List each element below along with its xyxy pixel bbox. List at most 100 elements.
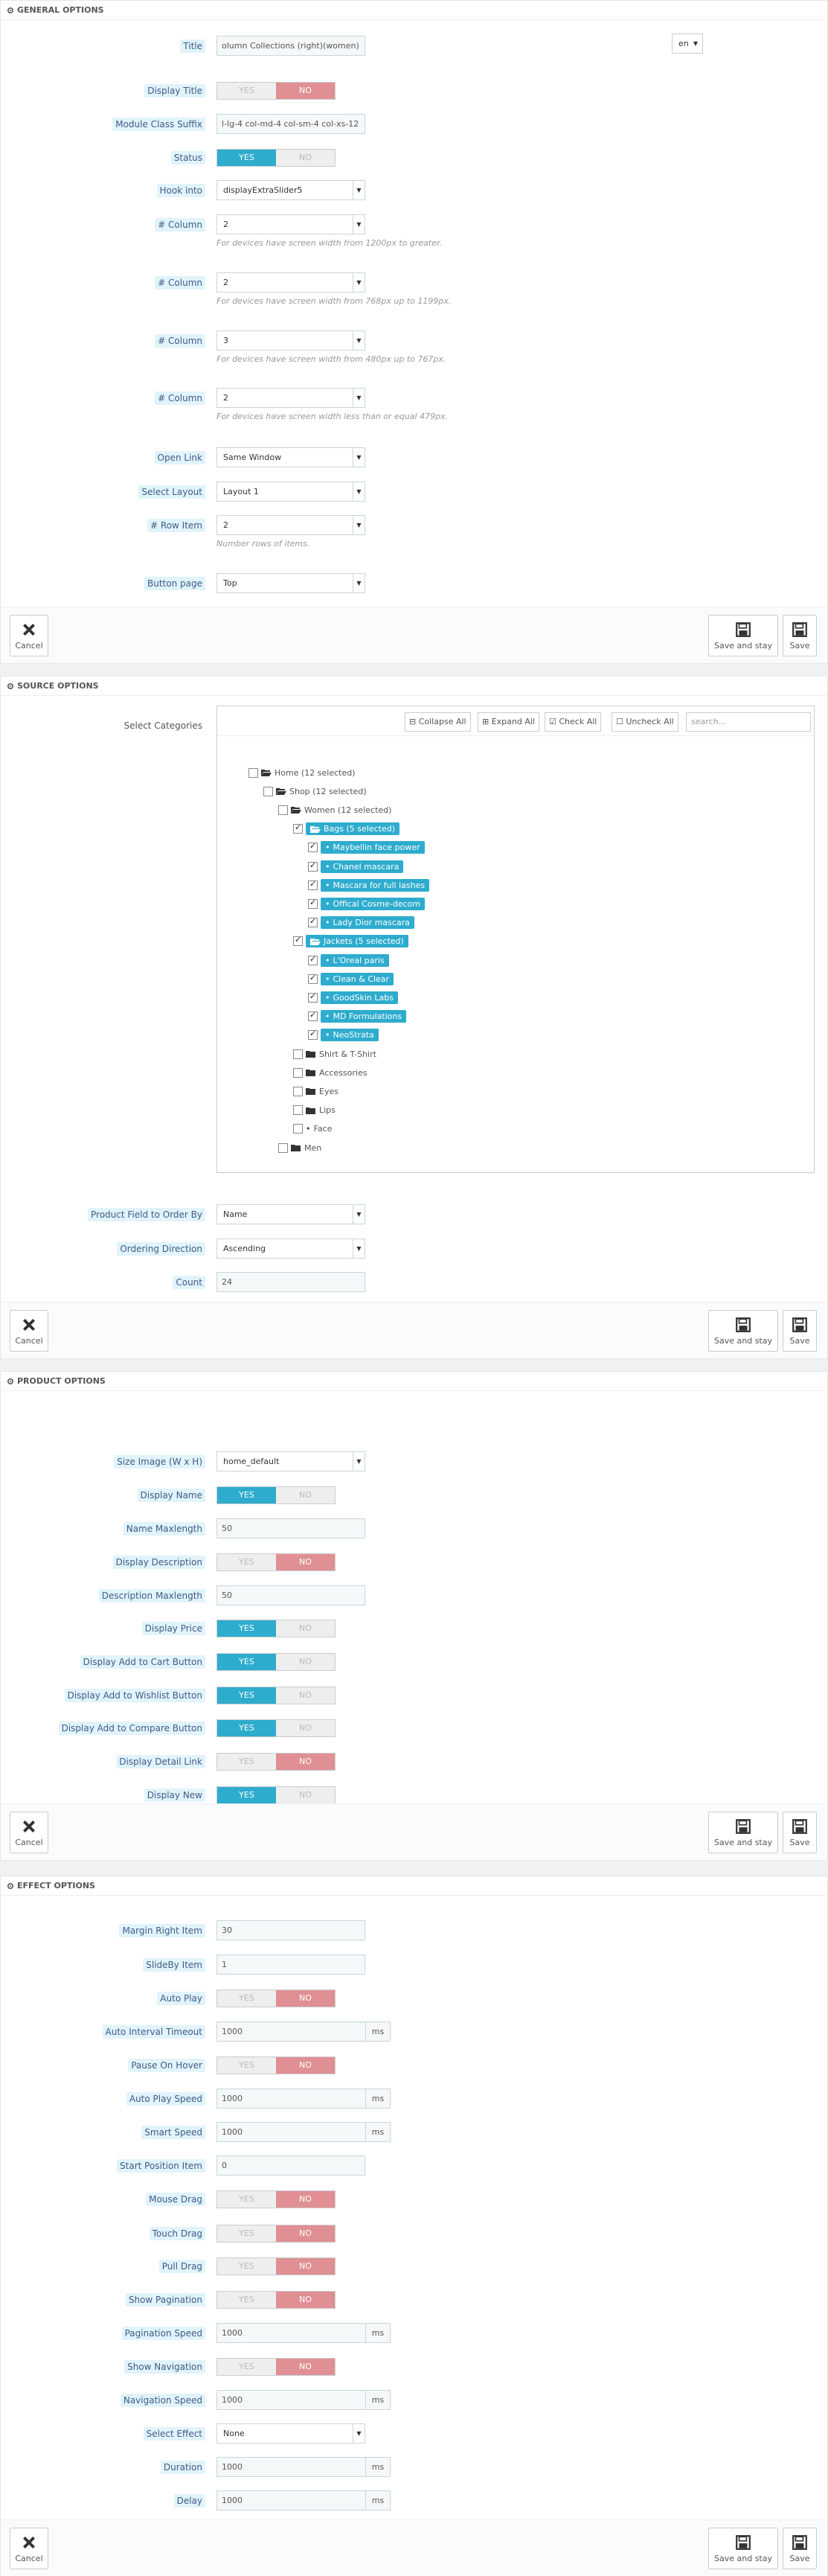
row-item-select[interactable]: 2 ▼ [216, 515, 365, 535]
toggle-no[interactable]: NO [299, 1623, 312, 1633]
tree-checkbox[interactable] [263, 786, 273, 796]
tree-node-l-oreal-paris[interactable]: •L'Oreal paris [308, 953, 389, 968]
tree-checkbox[interactable] [308, 841, 318, 853]
show-pagination-toggle[interactable]: YES NO [216, 2291, 336, 2309]
module-class-suffix-input[interactable]: l-lg-4 col-md-4 col-sm-4 col-xs-12 [216, 114, 365, 134]
toggle-no[interactable]: NO [276, 2057, 335, 2074]
toggle-yes[interactable]: YES [217, 1720, 276, 1736]
auto-play-speed-input[interactable]: 1000 [216, 2088, 365, 2109]
product-field-to-order-by-select[interactable]: Name ▼ [216, 1204, 365, 1224]
status-toggle[interactable]: YES NO [216, 149, 336, 167]
language-select[interactable]: en ▼ [672, 33, 703, 54]
tree-node-face[interactable]: • Face [293, 1122, 332, 1137]
toggle-yes[interactable]: YES [239, 2060, 254, 2070]
check-all-button[interactable]: ☑ Check All [545, 712, 602, 732]
tree-node-lips[interactable]: Lips [293, 1103, 336, 1118]
column-select[interactable]: 2 ▼ [216, 272, 365, 293]
save-button[interactable]: Save [783, 1812, 817, 1853]
cancel-button[interactable]: Cancel [10, 1812, 48, 1853]
save-button[interactable]: Save [783, 1310, 817, 1352]
tree-checkbox[interactable] [308, 973, 318, 984]
toggle-no[interactable]: NO [299, 1657, 312, 1666]
tree-node-bags-5-selected[interactable]: Bags (5 selected) [293, 822, 400, 837]
tree-node-md-formulations[interactable]: •MD Formulations [308, 1009, 407, 1024]
navigation-speed-input[interactable]: 1000 [216, 2390, 365, 2410]
display-new-toggle[interactable]: YES NO [216, 1786, 336, 1804]
pagination-speed-input[interactable]: 1000 [216, 2323, 365, 2343]
save-and-stay-button[interactable]: Save and stay [708, 1310, 778, 1352]
mouse-drag-toggle[interactable]: YES NO [216, 2190, 336, 2208]
toggle-yes[interactable]: YES [217, 1787, 276, 1803]
save-and-stay-button[interactable]: Save and stay [708, 615, 778, 656]
tree-checkbox[interactable] [308, 1029, 318, 1041]
duration-input[interactable]: 1000 [216, 2457, 365, 2477]
toggle-yes[interactable]: YES [239, 1557, 254, 1567]
tree-node-home-12-selected[interactable]: Home (12 selected) [248, 765, 356, 780]
toggle-no[interactable]: NO [276, 1754, 335, 1770]
auto-interval-timeout-input[interactable]: 1000 [216, 2022, 365, 2042]
tree-node-accessories[interactable]: Accessories [293, 1065, 367, 1080]
display-description-toggle[interactable]: YES NO [216, 1553, 336, 1571]
toggle-no[interactable]: NO [276, 83, 335, 99]
tree-node-jackets-5-selected[interactable]: Jackets (5 selected) [293, 934, 408, 949]
auto-play-toggle[interactable]: YES NO [216, 1989, 336, 2007]
tree-node-offical-cosme-decom[interactable]: •Offical Cosme-decom [308, 896, 425, 911]
tree-node-shirt-t-shirt[interactable]: Shirt & T-Shirt [293, 1046, 376, 1061]
toggle-no[interactable]: NO [276, 2258, 335, 2275]
display-title-toggle[interactable]: YES NO [216, 82, 336, 100]
tree-checkbox[interactable] [293, 1067, 303, 1078]
column-select[interactable]: 3 ▼ [216, 330, 365, 351]
toggle-no[interactable]: NO [276, 1990, 335, 2007]
toggle-yes[interactable]: YES [217, 1487, 276, 1503]
name-maxlength-input[interactable]: 50 [216, 1518, 365, 1538]
tree-node-clean-clear[interactable]: •Clean & Clear [308, 971, 394, 986]
count-input[interactable]: 24 [216, 1272, 365, 1292]
display-add-to-compare-button-toggle[interactable]: YES NO [216, 1719, 336, 1737]
expand-all-button[interactable]: ⊞ Expand All [478, 712, 539, 732]
tree-checkbox[interactable] [278, 805, 288, 815]
tree-checkbox[interactable] [308, 898, 318, 909]
button-page-select[interactable]: Top ▼ [216, 573, 365, 593]
tree-checkbox[interactable] [308, 916, 318, 928]
toggle-no[interactable]: NO [276, 1554, 335, 1570]
toggle-yes[interactable]: YES [239, 2295, 254, 2304]
tree-checkbox[interactable] [293, 1124, 303, 1134]
toggle-yes[interactable]: YES [239, 2261, 254, 2271]
tree-checkbox[interactable] [308, 991, 318, 1003]
hook-into-select[interactable]: displayExtraSlider5 ▼ [216, 180, 365, 200]
save-and-stay-button[interactable]: Save and stay [708, 1812, 778, 1853]
pull-drag-toggle[interactable]: YES NO [216, 2257, 336, 2275]
cancel-button[interactable]: Cancel [10, 1310, 48, 1352]
tree-node-goodskin-labs[interactable]: •GoodSkin Labs [308, 990, 398, 1005]
tree-node-men[interactable]: Men [278, 1140, 321, 1155]
delay-input[interactable]: 1000 [216, 2490, 365, 2511]
tree-node-neostrata[interactable]: •NeoStrata [308, 1028, 379, 1043]
open-link-select[interactable]: Same Window ▼ [216, 447, 365, 467]
toggle-no[interactable]: NO [299, 1690, 312, 1700]
toggle-no[interactable]: NO [276, 2359, 335, 2375]
uncheck-all-button[interactable]: ☐ Uncheck All [612, 712, 678, 732]
tree-node-mascara-for-full-lashes[interactable]: •Mascara for full lashes [308, 878, 430, 892]
size-image-w-x-h-select[interactable]: home_default ▼ [216, 1451, 365, 1471]
toggle-yes[interactable]: YES [239, 1757, 254, 1766]
toggle-yes[interactable]: YES [217, 1687, 276, 1704]
margin-right-item-input[interactable]: 30 [216, 1920, 365, 1940]
description-maxlength-input[interactable]: 50 [216, 1585, 365, 1605]
collapse-all-button[interactable]: ⊟ Collapse All [405, 712, 471, 732]
tree-checkbox[interactable] [308, 1010, 318, 1022]
toggle-yes[interactable]: YES [217, 150, 276, 166]
tree-checkbox[interactable] [293, 935, 303, 947]
toggle-no[interactable]: NO [276, 2225, 335, 2242]
cancel-button[interactable]: Cancel [10, 615, 48, 656]
toggle-yes[interactable]: YES [217, 1654, 276, 1670]
column-select[interactable]: 2 ▼ [216, 214, 365, 234]
toggle-yes[interactable]: YES [239, 2362, 254, 2371]
display-price-toggle[interactable]: YES NO [216, 1620, 336, 1637]
toggle-no[interactable]: NO [276, 2191, 335, 2208]
title-input[interactable]: olumn Collections (right)(women) [216, 36, 365, 56]
toggle-no[interactable]: NO [276, 2292, 335, 2308]
tree-checkbox[interactable] [308, 879, 318, 890]
cancel-button[interactable]: Cancel [10, 2528, 48, 2569]
display-add-to-wishlist-button-toggle[interactable]: YES NO [216, 1687, 336, 1704]
tree-node-maybellin-face-power[interactable]: •Maybellin face power [308, 840, 425, 855]
